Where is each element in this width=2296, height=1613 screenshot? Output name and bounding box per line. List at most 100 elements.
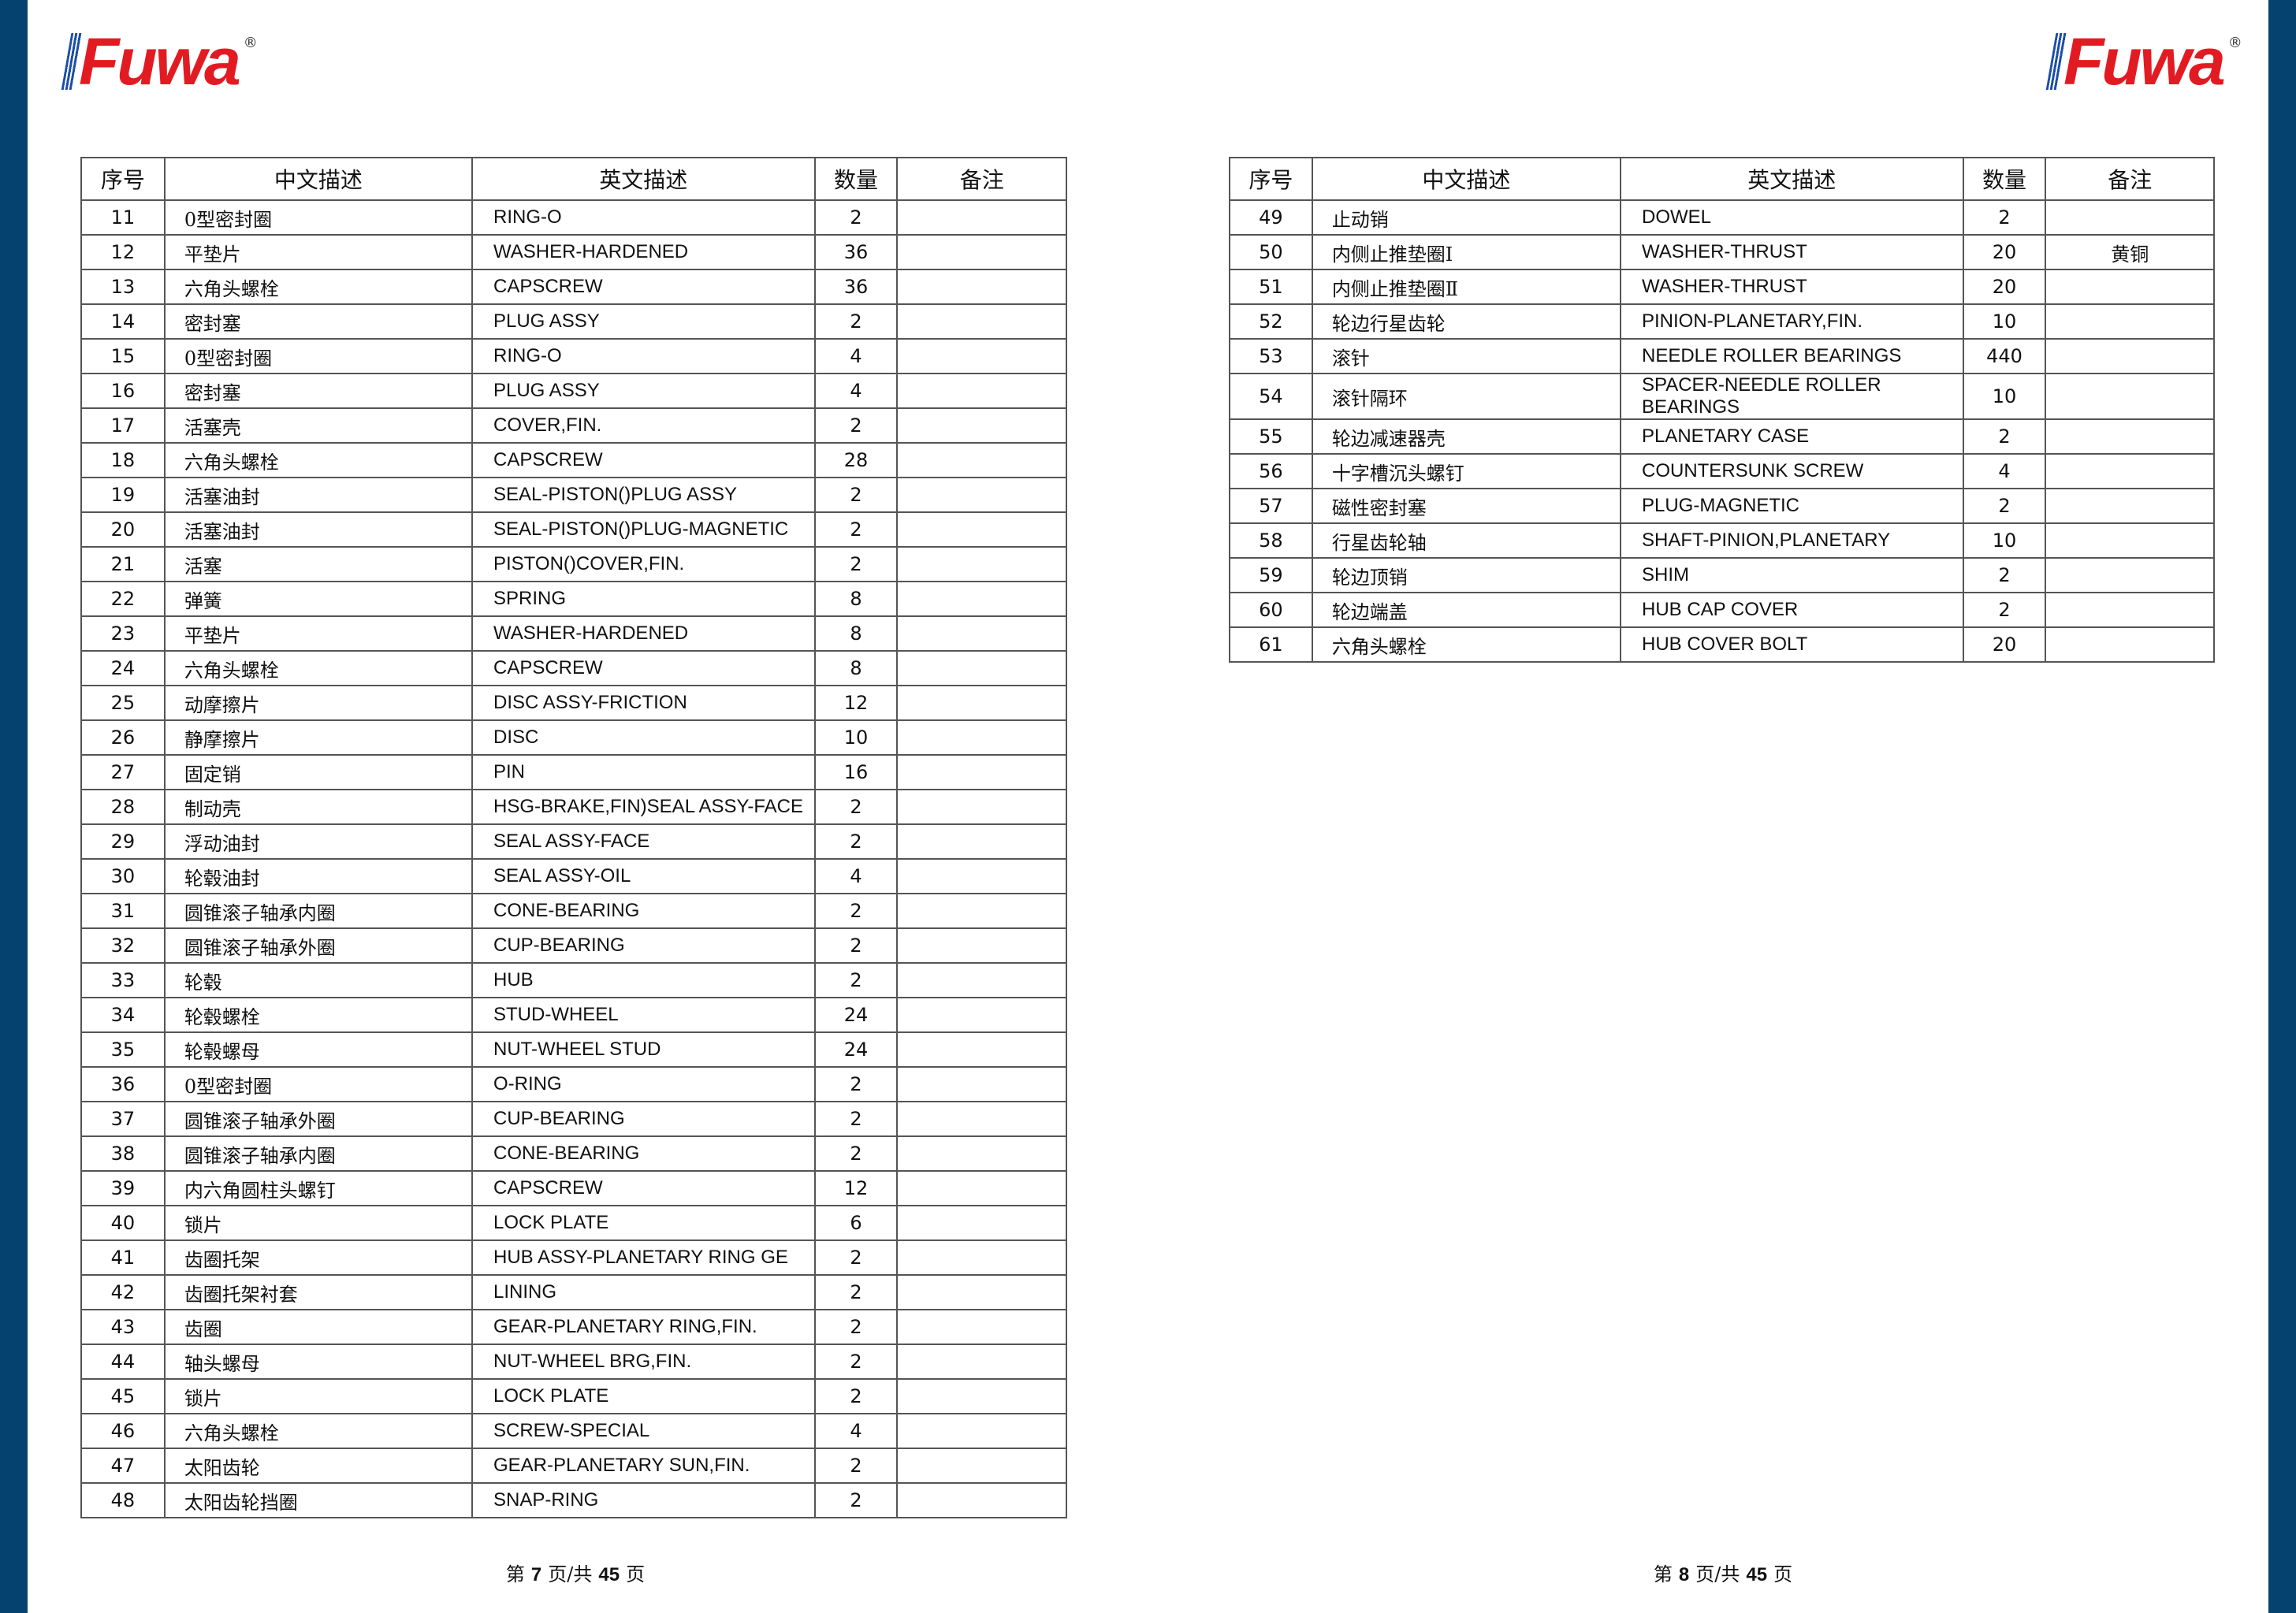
cell-english-desc: RING-O — [471, 199, 816, 236]
table-row: 55 轮边减速器壳 PLANETARY CASE 2 — [1229, 418, 2215, 455]
fuwa-logo-right: Fuwa ® — [2045, 28, 2242, 95]
table-row: 31 圆锥滚子轴承内圈 CONE-BEARING 2 — [80, 893, 1067, 929]
table-row: 52 轮边行星齿轮 PINION-PLANETARY,FIN. 10 — [1229, 303, 2215, 340]
cell-quantity: 8 — [813, 615, 899, 652]
table-row: 56 十字槽沉头螺钉 COUNTERSUNK SCREW 4 — [1229, 453, 2215, 489]
cell-chinese-desc: 固定销 — [163, 754, 473, 790]
cell-remarks — [896, 1448, 1067, 1484]
cell-quantity: 2 — [813, 1135, 899, 1172]
cell-remarks — [896, 789, 1067, 825]
table-row: 13 六角头螺栓 CAPSCREW 36 — [80, 269, 1067, 305]
cell-chinese-desc: 动摩擦片 — [163, 685, 473, 721]
cell-no: 53 — [1229, 338, 1313, 374]
cell-english-desc: DISC — [471, 719, 816, 756]
header-chinese-desc: 中文描述 — [163, 157, 473, 201]
table-row: 38 圆锥滚子轴承内圈 CONE-BEARING 2 — [80, 1135, 1067, 1172]
cell-remarks — [2045, 522, 2215, 559]
cell-remarks — [896, 615, 1067, 652]
cell-no: 42 — [80, 1274, 166, 1310]
cell-chinese-desc: 六角头螺栓 — [163, 650, 473, 686]
cell-remarks — [2045, 269, 2215, 305]
header-no: 序号 — [1229, 157, 1313, 201]
cell-quantity: 36 — [813, 269, 899, 305]
table-row: 61 六角头螺栓 HUB COVER BOLT 20 — [1229, 626, 2215, 663]
table-row: 19 活塞油封 SEAL-PISTON()PLUG ASSY 2 — [80, 477, 1067, 513]
cell-no: 16 — [80, 373, 166, 409]
cell-remarks — [896, 823, 1067, 860]
cell-english-desc: PINION-PLANETARY,FIN. — [1619, 303, 1964, 340]
cell-chinese-desc: 活塞 — [163, 546, 473, 582]
cell-english-desc: CUP-BEARING — [471, 1101, 816, 1137]
table-header-row: 序号 中文描述 英文描述 数量 备注 — [1229, 157, 2215, 201]
table-row: 27 固定销 PIN 16 — [80, 754, 1067, 790]
cell-no: 17 — [80, 407, 166, 444]
cell-no: 31 — [80, 893, 166, 929]
cell-no: 44 — [80, 1344, 166, 1380]
cell-quantity: 20 — [1962, 234, 2047, 270]
cell-english-desc: SEAL ASSY-FACE — [471, 823, 816, 860]
cell-english-desc: GEAR-PLANETARY SUN,FIN. — [471, 1448, 816, 1484]
header-quantity: 数量 — [813, 157, 899, 201]
cell-remarks — [896, 338, 1067, 374]
cell-remarks — [896, 546, 1067, 582]
cell-quantity: 2 — [813, 789, 899, 825]
cell-quantity: 2 — [813, 1066, 899, 1102]
cell-no: 61 — [1229, 626, 1313, 663]
cell-quantity: 12 — [813, 1170, 899, 1206]
cell-english-desc: SNAP-RING — [471, 1482, 816, 1518]
table-row: 25 动摩擦片 DISC ASSY-FRICTION 12 — [80, 685, 1067, 721]
cell-no: 23 — [80, 615, 166, 652]
cell-remarks — [896, 581, 1067, 617]
footer-mid: 页/共 — [1695, 1563, 1740, 1585]
cell-no: 45 — [80, 1378, 166, 1414]
cell-quantity: 2 — [813, 927, 899, 964]
cell-quantity: 4 — [813, 1413, 899, 1449]
cell-quantity: 2 — [813, 407, 899, 444]
cell-chinese-desc: 圆锥滚子轴承内圈 — [163, 1135, 473, 1172]
table-row: 42 齿圈托架衬套 LINING 2 — [80, 1274, 1067, 1310]
cell-english-desc: CUP-BEARING — [471, 927, 816, 964]
cell-no: 51 — [1229, 269, 1313, 305]
cell-no: 54 — [1229, 373, 1313, 420]
cell-remarks — [896, 1344, 1067, 1380]
cell-english-desc: PLUG ASSY — [471, 303, 816, 340]
cell-english-desc: WASHER-HARDENED — [471, 234, 816, 270]
cell-chinese-desc: 浮动油封 — [163, 823, 473, 860]
cell-no: 59 — [1229, 557, 1313, 593]
cell-quantity: 10 — [1962, 373, 2047, 420]
cell-quantity: 20 — [1962, 626, 2047, 663]
cell-quantity: 2 — [813, 546, 899, 582]
cell-quantity: 2 — [813, 1482, 899, 1518]
cell-english-desc: PLUG ASSY — [471, 373, 816, 409]
cell-chinese-desc: 活塞油封 — [163, 511, 473, 548]
cell-no: 43 — [80, 1309, 166, 1345]
cell-chinese-desc: 制动壳 — [163, 789, 473, 825]
table-row: 34 轮毂螺栓 STUD-WHEEL 24 — [80, 997, 1067, 1033]
cell-no: 19 — [80, 477, 166, 513]
cell-quantity: 2 — [813, 1309, 899, 1345]
cell-remarks — [896, 1135, 1067, 1172]
cell-remarks — [896, 407, 1067, 444]
cell-chinese-desc: 六角头螺栓 — [163, 442, 473, 478]
table-row: 40 锁片 LOCK PLATE 6 — [80, 1205, 1067, 1241]
cell-english-desc: PIN — [471, 754, 816, 790]
cell-quantity: 2 — [813, 1239, 899, 1276]
table-row: 24 六角头螺栓 CAPSCREW 8 — [80, 650, 1067, 686]
cell-english-desc: HSG-BRAKE,FIN)SEAL ASSY-FACE — [471, 789, 816, 825]
cell-remarks — [896, 1309, 1067, 1345]
cell-chinese-desc: 圆锥滚子轴承内圈 — [163, 893, 473, 929]
cell-no: 27 — [80, 754, 166, 790]
cell-chinese-desc: 密封塞 — [163, 373, 473, 409]
cell-remarks — [896, 1413, 1067, 1449]
cell-remarks — [896, 199, 1067, 236]
cell-remarks — [896, 997, 1067, 1033]
cell-remarks — [896, 754, 1067, 790]
cell-no: 60 — [1229, 592, 1313, 628]
table-row: 50 内侧止推垫圈Ⅰ WASHER-THRUST 20 黄铜 — [1229, 234, 2215, 270]
cell-chinese-desc: 平垫片 — [163, 615, 473, 652]
cell-english-desc: SEAL-PISTON()PLUG ASSY — [471, 477, 816, 513]
cell-chinese-desc: 轮毂螺母 — [163, 1031, 473, 1068]
table-row: 51 内侧止推垫圈Ⅱ WASHER-THRUST 20 — [1229, 269, 2215, 305]
table-row: 33 轮毂 HUB 2 — [80, 962, 1067, 998]
cell-no: 58 — [1229, 522, 1313, 559]
